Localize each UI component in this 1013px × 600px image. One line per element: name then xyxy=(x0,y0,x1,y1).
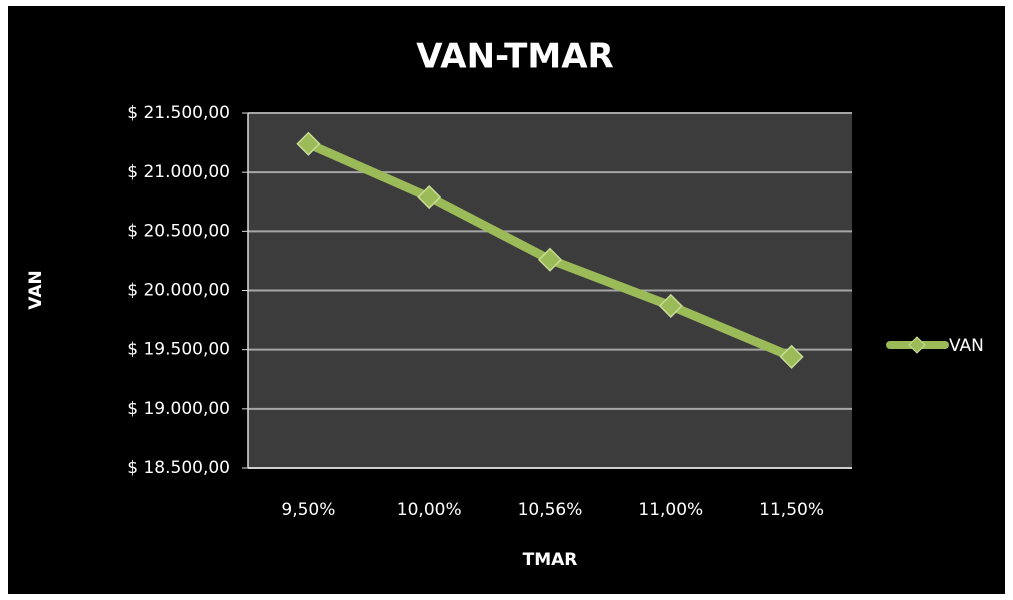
x-tick-label: 11,00% xyxy=(638,500,703,520)
x-tick-label: 11,50% xyxy=(759,500,824,520)
y-tick-label: $ 18.500,00 xyxy=(127,458,230,478)
marker xyxy=(296,131,321,156)
marker xyxy=(658,293,683,318)
y-tick-label: $ 21.500,00 xyxy=(127,103,230,123)
y-axis-title: VAN xyxy=(26,270,46,309)
y-tick-label: $ 20.500,00 xyxy=(127,221,230,241)
marker xyxy=(779,344,804,369)
legend-label: VAN xyxy=(949,336,984,356)
y-tick-label: $ 20.000,00 xyxy=(127,281,230,301)
chart-title: VAN-TMAR xyxy=(416,37,613,77)
x-tick-label: 9,50% xyxy=(281,500,335,520)
y-tick-label: $ 21.000,00 xyxy=(127,162,230,182)
x-tick-label: 10,00% xyxy=(397,500,462,520)
legend-marker xyxy=(908,336,926,354)
marker xyxy=(417,184,442,210)
x-tick-label: 10,56% xyxy=(518,500,583,520)
marker xyxy=(537,247,563,272)
x-axis-title: TMAR xyxy=(523,550,578,570)
y-tick-label: $ 19.500,00 xyxy=(127,340,230,360)
y-tick-label: $ 19.000,00 xyxy=(127,399,230,419)
